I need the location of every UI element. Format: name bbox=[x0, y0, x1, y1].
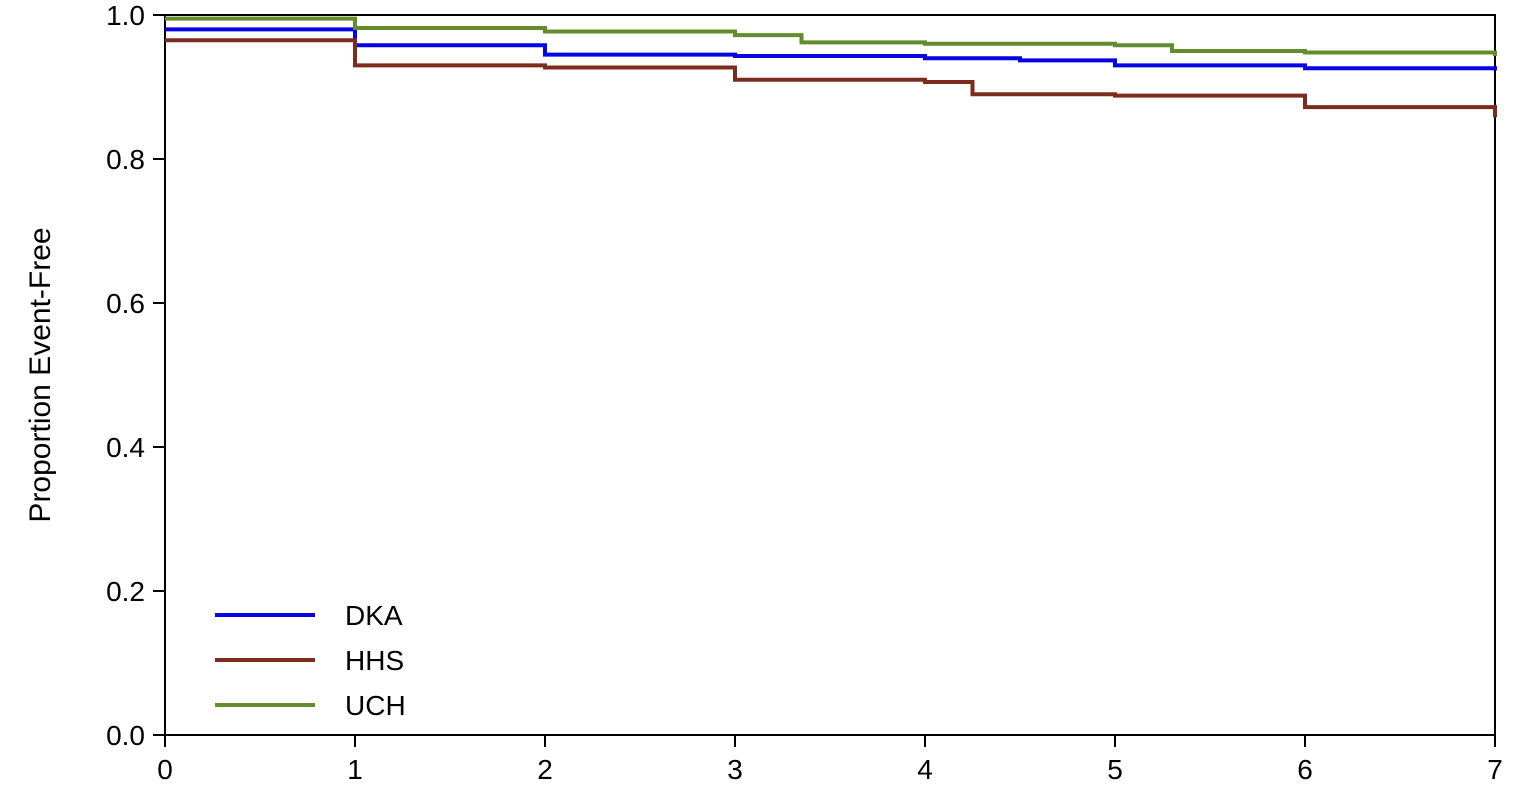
y-tick-label: 0.2 bbox=[106, 576, 145, 607]
y-tick-label: 1.0 bbox=[106, 0, 145, 31]
y-tick-label: 0.0 bbox=[106, 720, 145, 751]
survival-chart: 0 1 2 3 4 5 6 7 0.0 0.2 0.4 0.6 0.8 1.0 Proportion Eve… bbox=[0, 0, 1524, 792]
chart-svg: 0 1 2 3 4 5 6 7 0.0 0.2 0.4 0.6 0.8 1.0 Proportion Eve… bbox=[0, 0, 1524, 792]
x-tick-label: 1 bbox=[347, 754, 363, 785]
legend-label-dka: DKA bbox=[345, 600, 403, 631]
x-tick-label: 4 bbox=[917, 754, 933, 785]
y-axis-title: Proportion Event-Free bbox=[24, 227, 57, 522]
y-tick-label: 0.6 bbox=[106, 288, 145, 319]
legend-label-uch: UCH bbox=[345, 690, 406, 721]
x-tick-label: 0 bbox=[157, 754, 173, 785]
x-tick-label: 6 bbox=[1297, 754, 1313, 785]
x-tick-label: 2 bbox=[537, 754, 553, 785]
series-uch bbox=[165, 19, 1495, 56]
x-tick-label: 7 bbox=[1487, 754, 1503, 785]
x-tick-label: 3 bbox=[727, 754, 743, 785]
legend-label-hhs: HHS bbox=[345, 645, 404, 676]
x-tick-label: 5 bbox=[1107, 754, 1123, 785]
y-tick-label: 0.8 bbox=[106, 144, 145, 175]
y-tick-label: 0.4 bbox=[106, 432, 145, 463]
